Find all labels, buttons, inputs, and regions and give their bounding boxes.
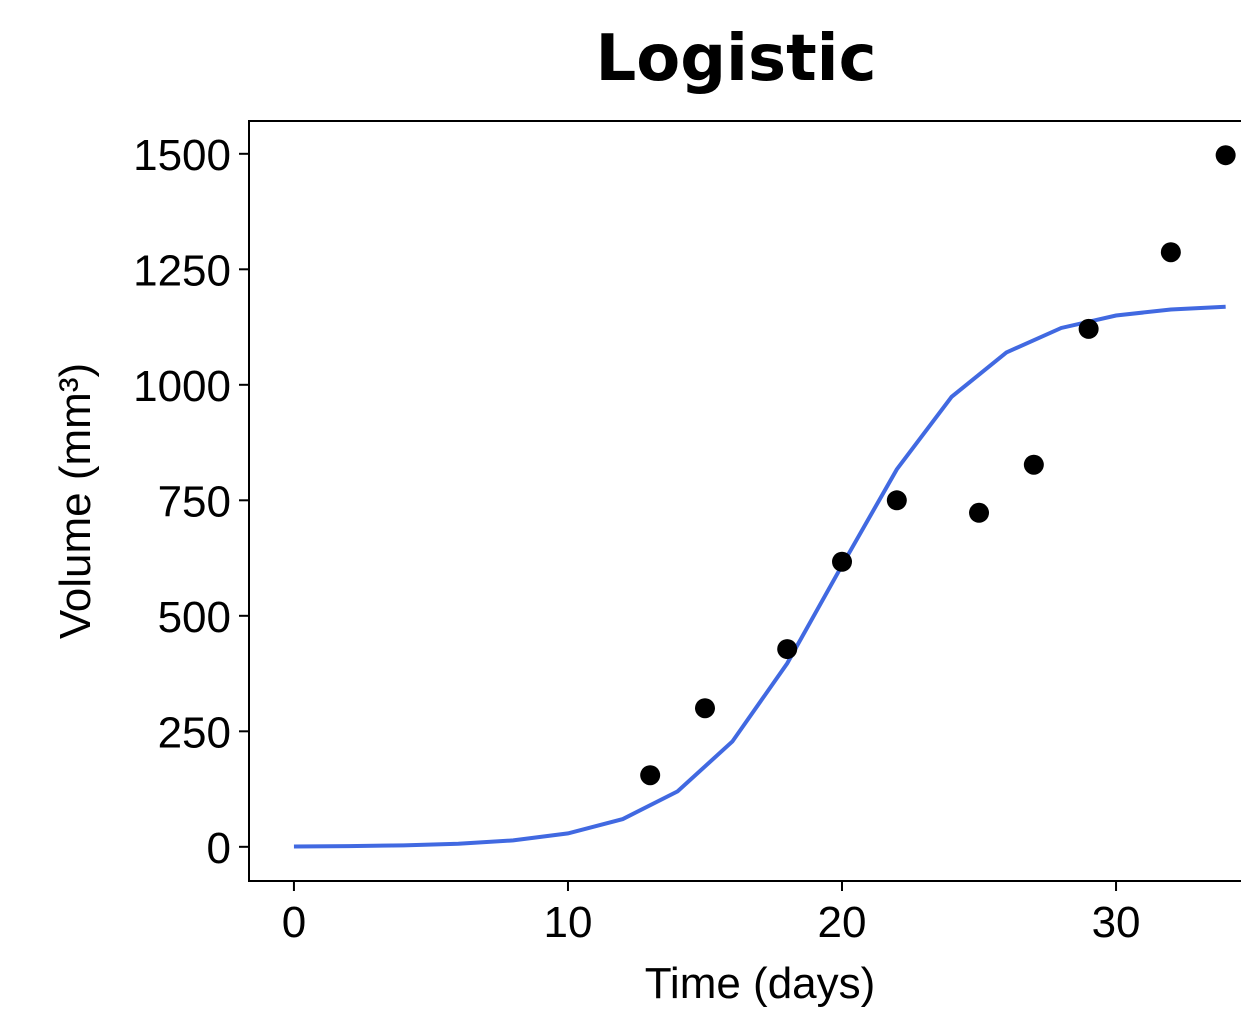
chart-title: Logistic bbox=[595, 22, 876, 96]
y-tick-label: 500 bbox=[158, 593, 231, 642]
data-point bbox=[886, 490, 907, 511]
x-axis-label: Time (days) bbox=[645, 959, 876, 1008]
fit-line bbox=[293, 304, 1226, 849]
y-tick-label: 1000 bbox=[133, 362, 231, 411]
data-point bbox=[777, 639, 798, 660]
y-tick-label: 0 bbox=[207, 824, 231, 873]
data-point bbox=[832, 551, 853, 572]
y-tick-label: 250 bbox=[158, 708, 231, 757]
data-point bbox=[694, 698, 715, 719]
x-tick-label: 10 bbox=[543, 898, 592, 947]
x-tick-label: 30 bbox=[1092, 898, 1141, 947]
data-point bbox=[1215, 145, 1236, 166]
data-point bbox=[1160, 242, 1181, 263]
data-point bbox=[1023, 454, 1044, 475]
y-tick-label: 1500 bbox=[133, 131, 231, 180]
y-tick-label: 750 bbox=[158, 477, 231, 526]
data-point bbox=[1078, 318, 1099, 339]
x-tick-label: 20 bbox=[818, 898, 867, 947]
data-point bbox=[969, 502, 990, 523]
data-point bbox=[640, 765, 661, 786]
y-tick-label: 1250 bbox=[133, 246, 231, 295]
x-tick-label: 0 bbox=[282, 898, 306, 947]
axes-frame bbox=[248, 120, 1241, 882]
y-axis-label: Volume (mm³) bbox=[51, 363, 100, 639]
